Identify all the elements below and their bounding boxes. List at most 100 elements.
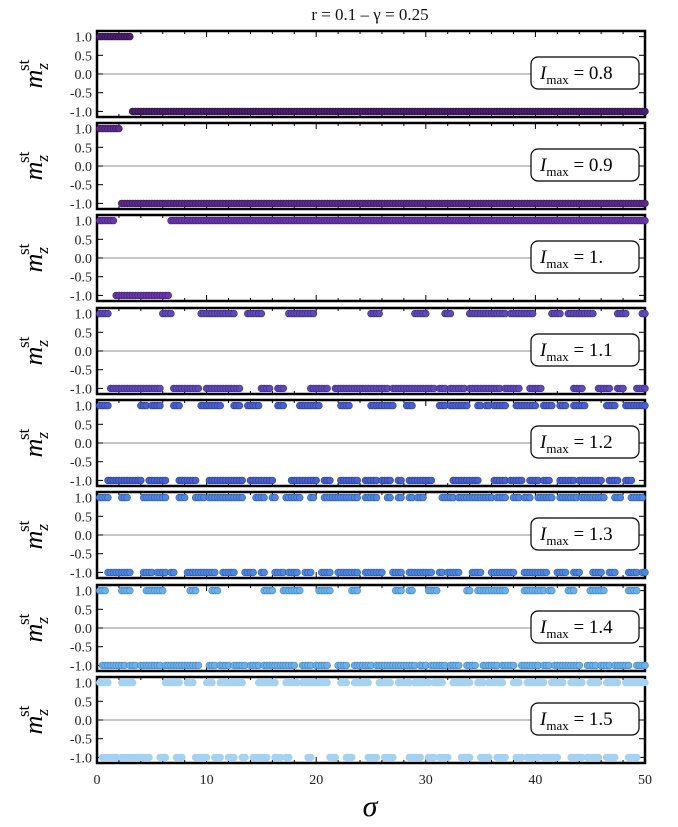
y-tick-label: -1.0 [70,474,92,489]
data-point [296,493,304,502]
data-point [545,476,553,485]
data-point [422,309,430,318]
data-point [471,661,479,670]
series-points [96,216,649,300]
data-point [613,476,622,485]
data-point [326,568,334,577]
data-point [238,678,246,687]
data-point [211,568,219,577]
y-axis-label: mzst [14,151,52,180]
data-point [323,678,331,687]
data-point [386,493,394,502]
data-point [238,476,246,485]
data-point [309,309,318,318]
data-point [465,753,474,762]
data-point [515,678,523,687]
x-axis: 0 10 20 30 40 50 [94,773,653,788]
data-point [641,568,649,577]
data-point [575,568,583,577]
panel-4: 1.0 0.5 0.0 -0.5 -1.0 mzst Imax = 1.1 [14,306,649,397]
data-point [331,753,340,762]
y-tick-label: -1.0 [70,197,92,212]
data-point [600,586,608,595]
data-point [594,753,603,762]
y-tick-label: 0.5 [75,418,93,433]
data-point [241,753,249,762]
data-point [137,476,145,485]
legend-frame [530,333,640,367]
data-point [271,678,279,687]
data-point [175,678,183,687]
legend-frame [530,240,640,274]
data-point [454,661,463,670]
panel-1: 1.0 0.5 0.0 -0.5 -1.0 mzst Imax = 0.8 [14,29,649,120]
data-point [254,401,263,410]
data-point [315,401,323,410]
data-point [260,493,268,502]
data-point [641,401,649,410]
y-tick-label: 1.0 [75,585,93,600]
data-point [438,678,446,687]
data-point [419,493,427,502]
data-point [611,401,619,410]
y-axis-label: mzst [14,336,52,365]
data-point [285,753,293,762]
data-point [279,384,288,393]
data-point [260,568,268,577]
data-point [389,401,397,410]
data-point [230,309,238,318]
data-point [575,661,583,670]
y-tick-label: 0.5 [75,695,93,710]
data-point [293,568,301,577]
y-tick-label: 0.5 [75,603,93,618]
legend-frame [530,425,640,459]
y-tick-label: -1.0 [70,382,92,397]
data-point [263,753,271,762]
data-point [539,678,548,687]
data-point [145,753,153,762]
data-point [271,493,279,502]
legend-box: Imax = 1.2 [530,425,640,459]
data-point [128,678,137,687]
series-points [96,678,649,762]
data-point [641,107,649,116]
data-point [202,753,211,762]
y-tick-label: -0.5 [70,179,92,194]
y-tick-label: -0.5 [70,271,92,286]
data-point [641,384,649,393]
data-point [364,678,372,687]
series-points [96,401,649,485]
y-tick-label: 0.0 [75,252,93,267]
data-point [600,493,608,502]
panel-5: 1.0 0.5 0.0 -0.5 -1.0 mzst Imax = 1.2 [14,398,649,489]
data-point [268,476,277,485]
data-point [528,309,537,318]
y-tick-label: 1.0 [75,31,93,46]
x-tick-label: 20 [309,773,323,788]
data-point [509,568,518,577]
y-axis-label: mzst [14,243,52,272]
data-point [627,476,635,485]
y-tick-label: 0.0 [75,345,93,360]
data-point [537,384,545,393]
legend-frame [530,56,640,90]
data-point [161,493,170,502]
data-point [485,753,493,762]
data-point [167,309,175,318]
data-point [542,568,551,577]
data-point [559,678,567,687]
data-point [191,476,200,485]
data-point [126,586,134,595]
data-point [553,753,562,762]
data-point [597,476,605,485]
data-point [589,309,597,318]
data-point [257,309,266,318]
data-point [159,586,167,595]
data-point [307,568,315,577]
data-point [465,678,474,687]
x-tick-label: 0 [94,773,101,788]
data-point [353,493,361,502]
data-point [619,384,627,393]
y-tick-label: 1.0 [75,492,93,507]
